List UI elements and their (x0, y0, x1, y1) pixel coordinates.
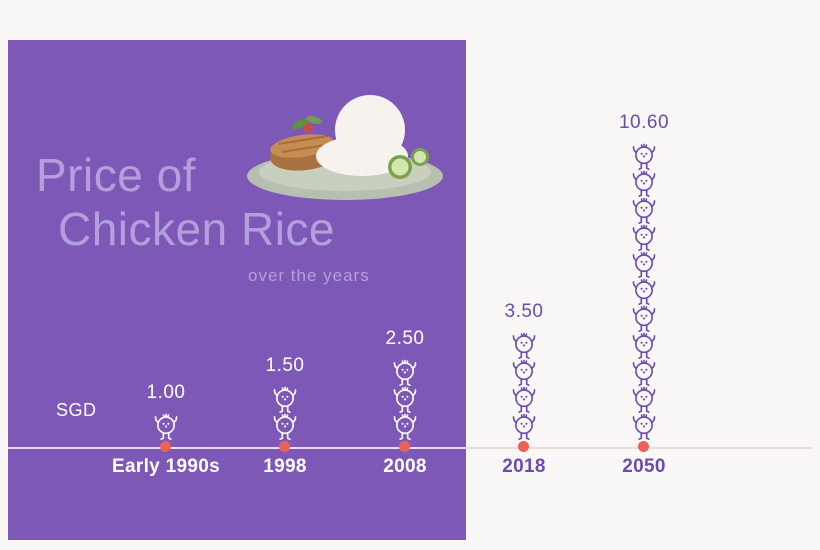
chick-icon (632, 386, 656, 413)
chick-stack (153, 410, 179, 440)
chick-icon (632, 278, 656, 305)
chick-stack (392, 356, 418, 440)
chick-icon (632, 224, 656, 251)
axis-dot (518, 441, 529, 452)
chick-icon (393, 413, 417, 440)
value-label: 2.50 (385, 328, 425, 349)
chick-icon (393, 359, 417, 386)
chicken-rice-illustration (247, 95, 443, 200)
category-label: 1998 (263, 456, 307, 477)
axis-dot (160, 441, 171, 452)
chick-icon (393, 386, 417, 413)
category-label: 2008 (383, 456, 427, 477)
chick-icon (632, 305, 656, 332)
axis-baseline-left (8, 447, 466, 449)
axis-dot (399, 441, 410, 452)
chart-subtitle: over the years (248, 266, 370, 285)
chick-icon (273, 413, 297, 440)
chart-title-line1: Price of (36, 149, 196, 201)
chick-stack (631, 140, 657, 440)
category-label: Early 1990s (112, 456, 220, 477)
price-column-2008: 2.50 (345, 328, 465, 440)
chick-icon (512, 413, 536, 440)
price-column-early-1990s: 1.00 (106, 382, 226, 440)
chick-icon (632, 359, 656, 386)
chick-icon (632, 143, 656, 170)
chick-icon (632, 332, 656, 359)
chick-stack (272, 383, 298, 440)
price-column-2018: 3.50 (464, 301, 584, 440)
chick-icon (512, 332, 536, 359)
chick-stack (511, 329, 537, 440)
chick-icon (632, 170, 656, 197)
category-label: 2050 (622, 456, 666, 477)
axis-dot (279, 441, 290, 452)
chick-icon (273, 386, 297, 413)
value-label: 3.50 (504, 301, 544, 322)
price-column-1998: 1.50 (225, 355, 345, 440)
chart-title-line2: Chicken Rice (58, 203, 335, 255)
chick-icon (632, 413, 656, 440)
value-label: 1.00 (146, 382, 186, 403)
currency-axis-label: SGD (56, 400, 97, 420)
category-label: 2018 (502, 456, 546, 477)
value-label: 10.60 (618, 112, 670, 133)
axis-dot (638, 441, 649, 452)
value-label: 1.50 (265, 355, 305, 376)
price-column-2050: 10.60 (584, 112, 704, 440)
chick-icon (154, 413, 178, 440)
chick-icon (512, 359, 536, 386)
chick-icon (512, 386, 536, 413)
chick-icon (632, 197, 656, 224)
chick-icon (632, 251, 656, 278)
